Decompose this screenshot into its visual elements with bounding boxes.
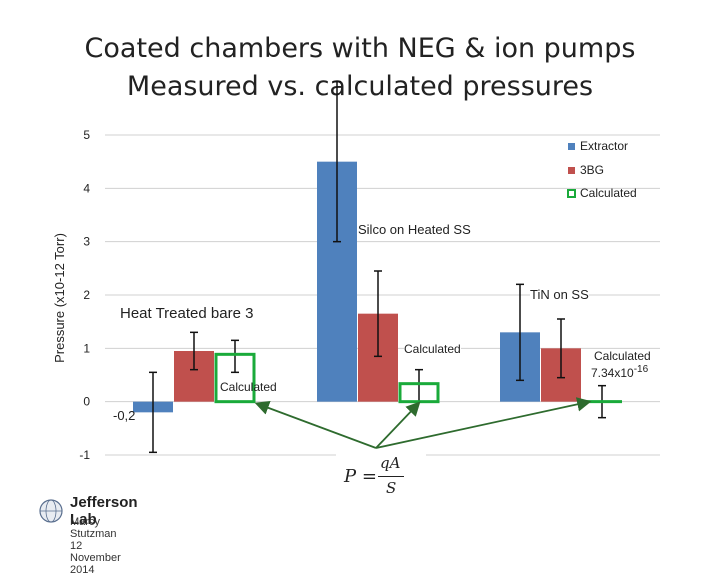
y-tick-label: 3 bbox=[83, 235, 90, 249]
logo-text: Jefferson Lab bbox=[70, 494, 138, 528]
legend-label: Extractor bbox=[580, 139, 628, 153]
legend-swatch-3bg bbox=[568, 167, 575, 174]
author-date: Marcy Stutzman 12 November 2014 bbox=[70, 516, 121, 576]
y-tick-label: -1 bbox=[79, 448, 90, 462]
pressure-formula: P = qA S bbox=[336, 452, 426, 504]
title-line-1: Coated chambers with NEG & ion pumps bbox=[84, 33, 636, 64]
y-tick-label: 0 bbox=[83, 395, 90, 409]
y-axis-label: Pressure (x10-12 Torr) bbox=[52, 233, 67, 363]
pressure-bar-chart: -1 0 1 2 3 4 5 Extractor 3BG Calculated Pressure… bbox=[52, 80, 660, 462]
avs-logo-icon bbox=[36, 494, 66, 524]
formula-arrows bbox=[254, 397, 592, 449]
title-line-2: Measured vs. calculated pressures bbox=[126, 71, 594, 102]
slide-title: Coated chambers with NEG & ion pumps Mea… bbox=[0, 30, 720, 106]
calculated-note-exponent: -16 bbox=[633, 364, 649, 375]
y-tick-label: 2 bbox=[83, 288, 90, 302]
legend: Extractor 3BG Calculated bbox=[567, 139, 637, 200]
negative-value-label: -0,2 bbox=[113, 408, 136, 423]
y-tick-label: 4 bbox=[83, 181, 90, 195]
legend-label: 3BG bbox=[580, 163, 604, 177]
calculated-label-2: Calculated bbox=[404, 342, 461, 356]
legend-swatch-extractor bbox=[568, 143, 575, 150]
y-tick-labels: -1 0 1 2 3 4 5 bbox=[79, 128, 90, 462]
y-tick-label: 5 bbox=[83, 128, 90, 142]
calculated-note-base: 7.34x10 bbox=[591, 366, 634, 380]
legend-label: Calculated bbox=[580, 186, 637, 200]
calculated-note: 7.34x10-16 bbox=[591, 364, 648, 380]
formula-arrow-3 bbox=[375, 397, 592, 449]
calculated-box-1 bbox=[214, 352, 256, 404]
bar-marks bbox=[133, 161, 581, 413]
group-label-silco: Silco on Heated SS bbox=[358, 222, 471, 237]
group-label-heat-treated: Heat Treated bare 3 bbox=[120, 305, 254, 322]
y-tick-label: 1 bbox=[83, 341, 90, 355]
calculated-label-1: Calculated bbox=[220, 380, 277, 394]
legend-swatch-calculated bbox=[567, 189, 576, 198]
error-bars bbox=[149, 80, 606, 454]
group-label-tin: TiN on SS bbox=[530, 287, 589, 302]
formula-arrow-1 bbox=[254, 401, 377, 449]
calculated-label-3: Calculated bbox=[594, 349, 651, 363]
formula-arrow-2 bbox=[375, 401, 421, 449]
